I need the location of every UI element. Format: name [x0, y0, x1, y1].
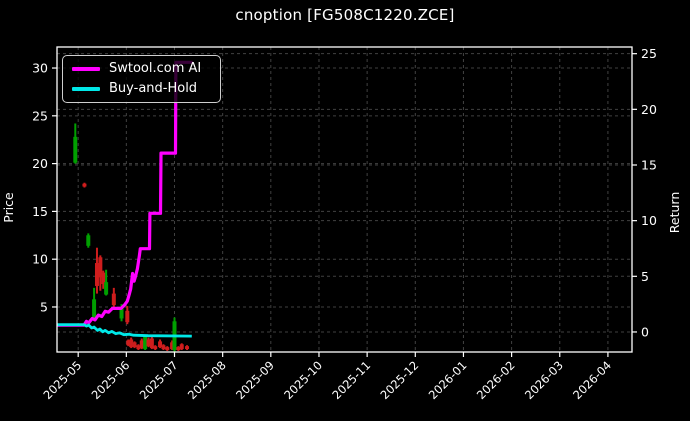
legend-item-ai: Swtool.com AI [72, 61, 210, 76]
svg-text:2026-04: 2026-04 [570, 358, 614, 402]
svg-text:2026-03: 2026-03 [522, 358, 566, 402]
svg-text:2025-05: 2025-05 [40, 358, 84, 402]
svg-text:2026-02: 2026-02 [474, 358, 518, 402]
bh-line-swatch [72, 86, 100, 91]
y-axis-label-price: Price [0, 192, 16, 223]
svg-text:5: 5 [641, 269, 649, 284]
svg-text:15: 15 [32, 204, 48, 219]
svg-text:0: 0 [641, 324, 649, 339]
svg-text:20: 20 [32, 156, 48, 171]
svg-text:20: 20 [641, 102, 657, 117]
svg-text:25: 25 [32, 108, 48, 123]
svg-text:5: 5 [40, 299, 48, 314]
svg-text:2025-10: 2025-10 [281, 358, 325, 402]
legend-label-bh: Buy-and-Hold [109, 81, 198, 96]
svg-text:2025-07: 2025-07 [137, 358, 181, 402]
svg-text:2026-01: 2026-01 [426, 358, 470, 402]
svg-text:10: 10 [641, 213, 657, 228]
y-axis-label-return: Return [666, 191, 682, 234]
svg-text:2025-12: 2025-12 [378, 358, 422, 402]
svg-text:2025-08: 2025-08 [185, 358, 229, 402]
svg-text:10: 10 [32, 252, 48, 267]
chart-title: cnoption [FG508C1220.ZCE] [235, 6, 455, 24]
svg-text:2025-11: 2025-11 [329, 358, 373, 402]
svg-text:25: 25 [641, 46, 657, 61]
svg-text:30: 30 [32, 61, 48, 76]
legend-item-bh: Buy-and-Hold [72, 81, 210, 96]
ai-line-swatch [72, 66, 100, 71]
svg-text:15: 15 [641, 157, 657, 172]
svg-text:2025-09: 2025-09 [233, 358, 277, 402]
legend-label-ai: Swtool.com AI [109, 61, 202, 76]
legend: Swtool.com AI Buy-and-Hold [62, 55, 221, 103]
svg-text:2025-06: 2025-06 [89, 358, 133, 402]
